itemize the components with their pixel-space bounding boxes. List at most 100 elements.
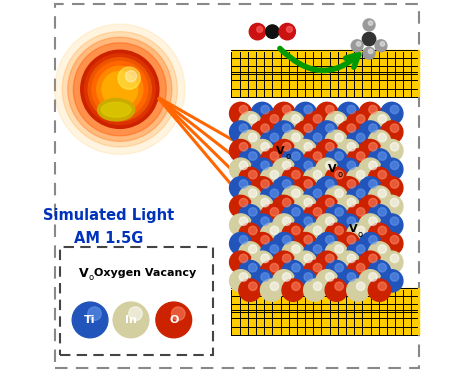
Bar <box>297 89 305 96</box>
Circle shape <box>326 254 334 263</box>
Circle shape <box>313 170 322 179</box>
Circle shape <box>369 273 377 281</box>
Bar <box>289 89 297 96</box>
Bar <box>240 50 247 58</box>
Bar <box>395 327 403 334</box>
Circle shape <box>229 270 252 292</box>
Circle shape <box>356 226 365 235</box>
Bar <box>256 319 264 326</box>
Bar <box>248 319 255 326</box>
Circle shape <box>294 214 317 236</box>
Bar <box>395 81 403 88</box>
Bar <box>355 319 362 326</box>
Bar <box>256 311 264 318</box>
Circle shape <box>294 102 317 125</box>
Circle shape <box>335 263 343 272</box>
Circle shape <box>273 140 295 162</box>
Bar <box>330 81 337 88</box>
Circle shape <box>369 217 377 225</box>
Circle shape <box>229 251 252 273</box>
Circle shape <box>292 208 300 216</box>
Bar <box>363 319 370 326</box>
Circle shape <box>359 232 382 255</box>
Bar <box>281 81 288 88</box>
Circle shape <box>273 102 295 125</box>
Circle shape <box>257 26 263 32</box>
Circle shape <box>369 161 377 170</box>
Bar <box>412 89 419 96</box>
Bar <box>412 73 419 80</box>
Circle shape <box>273 158 295 180</box>
Bar <box>273 288 280 296</box>
Circle shape <box>239 161 248 170</box>
Circle shape <box>248 208 257 216</box>
Bar <box>240 311 247 318</box>
Circle shape <box>303 242 326 264</box>
Bar <box>330 288 337 296</box>
Circle shape <box>273 270 295 292</box>
Circle shape <box>239 279 261 301</box>
Bar <box>379 327 386 334</box>
Circle shape <box>260 279 283 301</box>
Circle shape <box>368 21 373 25</box>
Circle shape <box>363 47 375 59</box>
Circle shape <box>292 152 300 160</box>
Circle shape <box>347 167 369 190</box>
Bar <box>322 81 329 88</box>
Circle shape <box>368 279 391 301</box>
Circle shape <box>55 24 185 154</box>
Circle shape <box>229 158 252 180</box>
Circle shape <box>118 67 140 89</box>
Bar <box>404 50 411 58</box>
Bar <box>264 58 272 66</box>
Bar <box>363 327 370 334</box>
Bar <box>289 73 297 80</box>
Circle shape <box>239 254 248 263</box>
Circle shape <box>326 105 334 114</box>
Circle shape <box>229 214 252 236</box>
Circle shape <box>369 124 377 132</box>
Circle shape <box>303 186 326 208</box>
Circle shape <box>286 26 292 32</box>
Bar <box>346 81 354 88</box>
Circle shape <box>303 112 326 134</box>
Bar <box>330 67 337 74</box>
Circle shape <box>260 149 283 171</box>
Circle shape <box>304 142 312 151</box>
Circle shape <box>282 260 304 283</box>
Text: Ti: Ti <box>84 315 96 325</box>
Bar <box>330 296 337 304</box>
Circle shape <box>335 170 343 179</box>
Circle shape <box>229 140 252 162</box>
Circle shape <box>294 158 317 180</box>
Text: o: o <box>89 273 94 282</box>
Text: o: o <box>337 170 343 179</box>
Circle shape <box>303 167 326 190</box>
Circle shape <box>265 25 279 38</box>
Circle shape <box>282 167 304 190</box>
Circle shape <box>270 263 279 272</box>
Text: V: V <box>276 146 285 155</box>
Circle shape <box>378 133 386 142</box>
Bar <box>232 311 239 318</box>
Bar <box>264 67 272 74</box>
Circle shape <box>326 124 334 132</box>
Circle shape <box>316 232 338 255</box>
Bar <box>379 319 386 326</box>
Circle shape <box>316 140 338 162</box>
Bar <box>379 89 386 96</box>
Bar <box>387 327 395 334</box>
Circle shape <box>316 102 338 125</box>
Bar <box>363 81 370 88</box>
Bar <box>240 327 247 334</box>
Bar <box>256 73 264 80</box>
Circle shape <box>362 32 376 46</box>
Circle shape <box>270 152 279 160</box>
Circle shape <box>303 205 326 227</box>
Circle shape <box>283 273 291 281</box>
Circle shape <box>337 121 360 143</box>
Bar <box>256 305 264 312</box>
Bar <box>322 327 329 334</box>
Bar <box>395 89 403 96</box>
Bar <box>305 296 313 304</box>
